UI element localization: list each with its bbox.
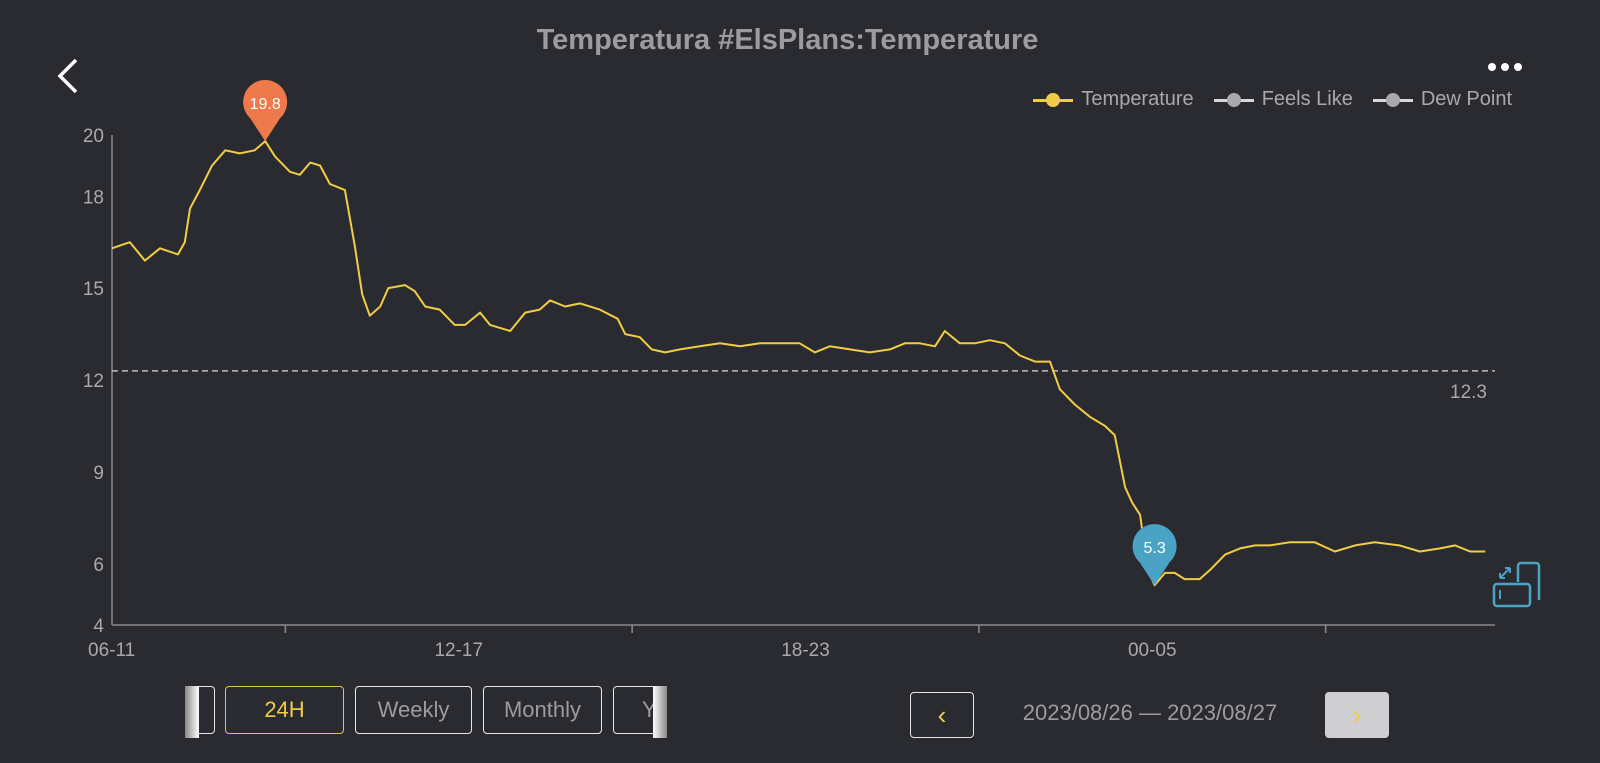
period-button-weekly[interactable]: Weekly	[355, 686, 472, 734]
legend-temperature[interactable]: Temperature	[1033, 88, 1194, 111]
x-tick-label: 18-23	[781, 640, 830, 661]
legend-label: Dew Point	[1420, 88, 1512, 110]
chevron-right-icon: ›	[1352, 699, 1362, 730]
y-tick-label: 18	[83, 187, 104, 208]
period-button-monthly[interactable]: Monthly	[483, 686, 602, 734]
rotate-screen-button[interactable]	[1492, 560, 1542, 610]
page-title: Temperatura #ElsPlans:Temperature	[536, 24, 1039, 56]
period-button-24h[interactable]: 24H	[225, 686, 344, 734]
legend-marker-icon	[1033, 92, 1074, 107]
y-tick-label: 9	[93, 463, 104, 484]
more-options-button[interactable]	[1488, 58, 1528, 76]
x-tick-label: 12-17	[434, 640, 483, 661]
chevron-left-icon	[57, 58, 78, 94]
period-selector[interactable]: 24H Weekly Monthly Ye	[185, 686, 667, 738]
date-range: 2023/08/26 — 2023/08/27	[1022, 700, 1278, 725]
back-button[interactable]	[52, 56, 88, 96]
max-marker-label: 19.8	[250, 96, 281, 113]
scroll-fade-right	[653, 686, 667, 738]
chart-legend: Temperature Feels Like Dew Point	[1033, 88, 1512, 111]
y-tick-label: 12	[83, 371, 104, 392]
legend-feels-like[interactable]: Feels Like	[1213, 88, 1353, 111]
legend-label: Feels Like	[1261, 88, 1353, 110]
y-tick-label: 4	[93, 616, 104, 637]
temperature-line	[111, 140, 1486, 587]
legend-marker-icon	[1372, 92, 1413, 107]
max-marker-pin	[243, 80, 288, 142]
x-tick-label: 06-11	[88, 640, 135, 661]
legend-marker-icon	[1213, 92, 1254, 107]
y-tick-label: 20	[83, 126, 104, 147]
rotate-screen-icon	[1492, 561, 1541, 608]
x-tick-label: 00-05	[1128, 640, 1177, 661]
min-marker-label: 5.3	[1143, 540, 1165, 557]
min-marker-pin	[1132, 524, 1177, 586]
y-tick-label: 6	[93, 555, 104, 576]
dot-icon	[1501, 63, 1509, 71]
dot-icon	[1514, 63, 1522, 71]
average-label: 12.3	[1450, 382, 1487, 403]
y-tick-label: 15	[83, 279, 104, 300]
chevron-left-icon: ‹	[937, 699, 947, 730]
legend-label: Temperature	[1081, 88, 1194, 110]
scroll-fade-left	[185, 686, 199, 738]
dot-icon	[1488, 63, 1496, 71]
temperature-chart: 4 6 9 12 15 18 20 06-11 12-17 18-23 00-05 12.3 19.8 5…	[83, 80, 1495, 661]
legend-dew-point[interactable]: Dew Point	[1372, 88, 1512, 111]
previous-period-button[interactable]: ‹	[910, 692, 974, 738]
next-period-button[interactable]: ›	[1325, 692, 1389, 738]
